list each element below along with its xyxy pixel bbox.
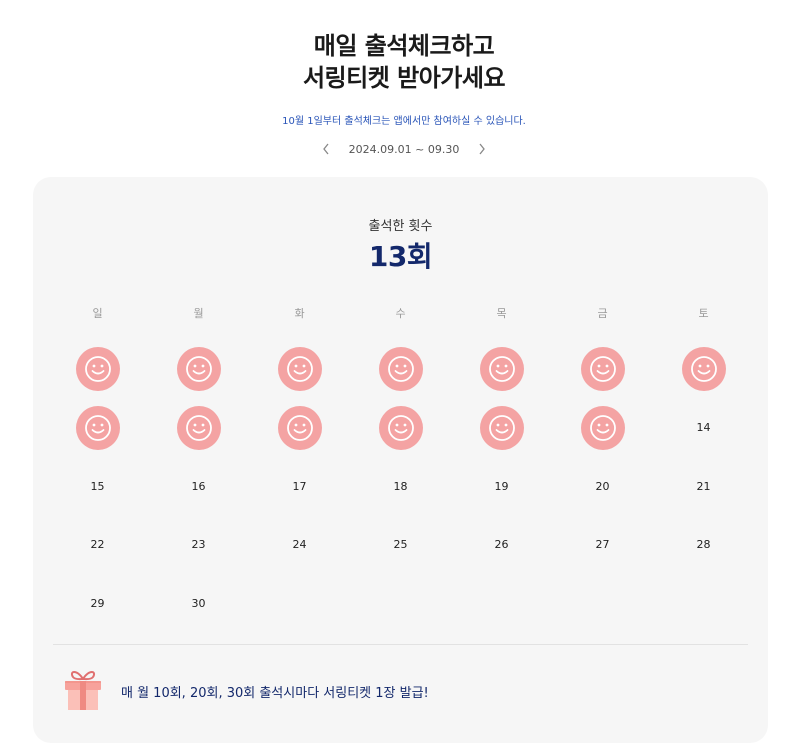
weekday-thu: 목 <box>496 307 507 320</box>
weekday-header: 일 월 화 수 목 금 토 <box>47 305 754 321</box>
calendar-day-number: 19 <box>494 479 509 493</box>
calendar-day-thu <box>451 574 552 632</box>
weekday-sat: 토 <box>698 307 709 320</box>
calendar-day-wed <box>350 340 451 398</box>
calendar-day-tue: 17 <box>249 457 350 515</box>
calendar-day-sun <box>47 340 148 398</box>
calendar-day-fri <box>552 399 653 457</box>
smiley-icon <box>378 347 423 391</box>
calendar-day-sun: 29 <box>47 574 148 632</box>
smiley-icon <box>75 405 120 450</box>
calendar-day-fri <box>552 340 653 398</box>
calendar-day-wed: 25 <box>350 516 451 574</box>
calendar-day-fri <box>552 574 653 632</box>
calendar-day-number: 16 <box>191 479 206 493</box>
weekday-tue: 화 <box>294 307 305 320</box>
calendar-day-tue <box>249 574 350 632</box>
calendar-day-number: 20 <box>595 479 610 493</box>
calendar-week <box>47 340 754 398</box>
calendar-day-sun <box>47 399 148 457</box>
calendar-day-mon: 30 <box>148 574 249 632</box>
calendar-day-number: 29 <box>90 596 105 610</box>
calendar-day-sat <box>653 340 754 398</box>
calendar-day-mon <box>148 340 249 398</box>
chevron-left-icon[interactable] <box>321 141 331 157</box>
smiley-icon <box>176 405 221 450</box>
calendar-day-fri: 20 <box>552 457 653 515</box>
smiley-icon <box>681 347 726 391</box>
weekday-sun: 일 <box>92 307 103 320</box>
calendar-day-tue <box>249 399 350 457</box>
calendar-day-thu <box>451 399 552 457</box>
calendar-week: 14 <box>47 399 754 457</box>
calendar-day-number: 21 <box>696 479 711 493</box>
period-selector: 2024.09.01 ~ 09.30 <box>0 141 808 157</box>
attendance-count-value: 13회 <box>368 240 433 273</box>
calendar-day-sat: 28 <box>653 516 754 574</box>
calendar-day-number: 25 <box>393 538 408 551</box>
calendar-day-sun: 15 <box>47 457 148 515</box>
weekday-mon: 월 <box>193 307 204 320</box>
calendar-week: 29 30 <box>47 574 754 632</box>
calendar-week: 15 16 17 18 19 20 21 <box>47 457 754 515</box>
page-title-line-1: 매일 출석체크하고 <box>313 32 495 60</box>
calendar-day-thu: 26 <box>451 516 552 574</box>
calendar-day-tue <box>249 340 350 398</box>
smiley-icon <box>176 347 221 391</box>
calendar-day-number: 23 <box>191 538 206 551</box>
smiley-icon <box>479 405 524 450</box>
calendar-day-thu <box>451 340 552 398</box>
reward-description: 매 월 10회, 20회, 30회 출석시마다 서링티켓 1장 발급! <box>121 685 429 701</box>
calendar-day-mon: 23 <box>148 516 249 574</box>
calendar-day-number: 28 <box>696 538 711 551</box>
calendar-day-number: 22 <box>90 538 105 551</box>
smiley-icon <box>580 405 625 450</box>
smiley-icon <box>580 347 625 391</box>
calendar-day-wed: 18 <box>350 457 451 515</box>
smiley-icon <box>75 347 120 391</box>
calendar-week: 22 23 24 25 26 27 28 <box>47 516 754 574</box>
calendar-day-fri: 27 <box>552 516 653 574</box>
period-label: 2024.09.01 ~ 09.30 <box>348 142 460 156</box>
calendar-day-number: 26 <box>494 538 509 551</box>
calendar-day-number: 30 <box>191 596 206 610</box>
page-title: 매일 출석체크하고 서링티켓 받아가세요 <box>0 30 808 94</box>
smiley-icon <box>277 405 322 450</box>
chevron-right-icon[interactable] <box>477 141 487 157</box>
calendar-day-wed <box>350 399 451 457</box>
calendar-day-sat: 14 <box>653 399 754 457</box>
smiley-icon <box>479 347 524 391</box>
attendance-card: 출석한 횟수 13회 일 월 화 수 목 금 토 14 15 16 17 18 19 20 2… <box>33 177 768 743</box>
weekday-fri: 금 <box>597 307 608 320</box>
calendar-day-number: 15 <box>90 479 105 493</box>
reward-info: 매 월 10회, 20회, 30회 출석시마다 서링티켓 1장 발급! <box>61 665 429 717</box>
gift-box-icon <box>61 665 105 717</box>
smiley-icon <box>378 405 423 450</box>
attendance-count-label: 출석한 횟수 <box>368 219 433 234</box>
calendar-day-mon: 16 <box>148 457 249 515</box>
weekday-wed: 수 <box>395 307 406 320</box>
calendar-day-sat <box>653 574 754 632</box>
calendar-day-number: 24 <box>292 538 307 551</box>
calendar-day-number: 27 <box>595 538 610 551</box>
calendar-day-number: 17 <box>292 479 307 493</box>
calendar-day-tue: 24 <box>249 516 350 574</box>
app-only-notice: 10월 1일부터 출석체크는 앱에서만 참여하실 수 있습니다. <box>282 116 526 127</box>
calendar-day-number: 14 <box>696 421 711 434</box>
calendar-day-sat: 21 <box>653 457 754 515</box>
calendar-day-sun: 22 <box>47 516 148 574</box>
divider <box>53 644 748 645</box>
calendar-day-wed <box>350 574 451 632</box>
calendar-day-mon <box>148 399 249 457</box>
calendar-day-thu: 19 <box>451 457 552 515</box>
page-title-line-2: 서링티켓 받아가세요 <box>302 64 506 92</box>
calendar-day-number: 18 <box>393 479 408 493</box>
smiley-icon <box>277 347 322 391</box>
